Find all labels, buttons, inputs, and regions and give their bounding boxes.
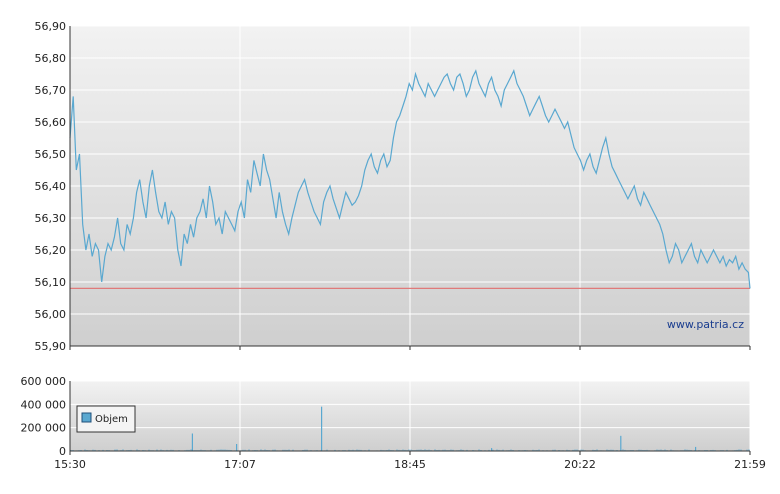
x-tick-label: 20:22	[564, 458, 596, 471]
price-tick-label: 56,10	[35, 276, 67, 289]
legend-swatch	[81, 412, 92, 423]
x-axis: 15:30 17:07 18:45 20:22 21:59	[54, 346, 766, 471]
volume-tick-label: 600 000	[21, 375, 67, 388]
price-tick-label: 56,30	[35, 212, 67, 225]
x-tick-label: 15:30	[54, 458, 86, 471]
price-panel: 55,90 56,00 56,10 56,20 56,30 56,40 56,50 56,60…	[35, 20, 751, 353]
price-tick-label: 56,50	[35, 148, 67, 161]
volume-legend: Objem	[76, 405, 136, 433]
price-tick-label: 56,00	[35, 308, 67, 321]
volume-tick-label: 200 000	[21, 422, 67, 435]
price-tick-label: 55,90	[35, 340, 67, 353]
volume-panel: 0 200 000 400 000 600 000 Objem	[21, 375, 751, 458]
legend-label: Objem	[95, 414, 128, 425]
price-series-line	[69, 69, 751, 289]
price-tick-label: 56,60	[35, 116, 67, 129]
price-tick-label: 56,80	[35, 52, 67, 65]
x-tick-label: 21:59	[734, 458, 766, 471]
volume-tick-label: 400 000	[21, 398, 67, 411]
price-tick-label: 56,90	[35, 20, 67, 33]
watermark-text: www.patria.cz	[667, 318, 744, 331]
price-tick-label: 56,40	[35, 180, 67, 193]
volume-tick-label: 0	[59, 445, 66, 458]
price-tick-label: 56,20	[35, 244, 67, 257]
x-tick-label: 18:45	[394, 458, 426, 471]
x-tick-label: 17:07	[224, 458, 256, 471]
price-tick-label: 56,70	[35, 84, 67, 97]
